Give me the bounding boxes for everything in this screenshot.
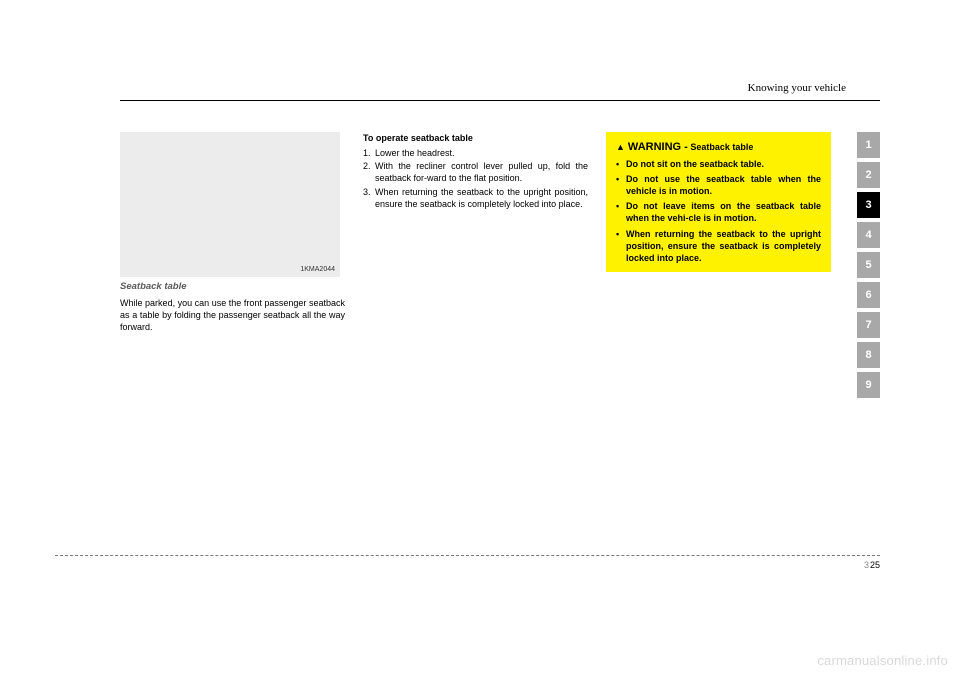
section-tabs: 1 2 3 4 5 6 7 8 9: [857, 132, 880, 402]
tab-8[interactable]: 8: [857, 342, 880, 368]
tab-5[interactable]: 5: [857, 252, 880, 278]
warning-text: When returning the seatback to the uprig…: [626, 228, 821, 264]
warning-icon: ▲: [616, 141, 625, 153]
section-number: 3: [864, 560, 869, 570]
warning-heading: ▲WARNING - Seatback table: [616, 140, 821, 155]
list-item: •Do not leave items on the seatback tabl…: [616, 200, 821, 224]
tab-6[interactable]: 6: [857, 282, 880, 308]
figure-caption: Seatback table: [120, 281, 345, 294]
list-item: •Do not use the seatback table when the …: [616, 173, 821, 197]
tab-7[interactable]: 7: [857, 312, 880, 338]
tab-2[interactable]: 2: [857, 162, 880, 188]
list-item: 3. When returning the seatback to the up…: [363, 186, 588, 210]
warning-text: Do not use the seatback table when the v…: [626, 173, 821, 197]
warning-text: Do not sit on the seatback table.: [626, 158, 821, 170]
warning-subtitle: Seatback table: [690, 142, 753, 152]
footer-rule: [55, 555, 880, 556]
section-title: Knowing your vehicle: [744, 82, 850, 94]
list-text: Lower the headrest.: [375, 147, 588, 159]
bullet-icon: •: [616, 228, 626, 264]
list-text: When returning the seatback to the uprig…: [375, 186, 588, 210]
tab-3[interactable]: 3: [857, 192, 880, 218]
warning-text: Do not leave items on the seatback table…: [626, 200, 821, 224]
list-item: •When returning the seatback to the upri…: [616, 228, 821, 264]
watermark: carmanualsonline.info: [817, 653, 948, 668]
list-item: 2. With the recliner control lever pulle…: [363, 160, 588, 184]
bullet-icon: •: [616, 200, 626, 224]
page-number-value: 25: [870, 560, 880, 570]
list-item: 1. Lower the headrest.: [363, 147, 588, 159]
procedure-list: 1. Lower the headrest. 2. With the recli…: [363, 147, 588, 210]
bullet-icon: •: [616, 173, 626, 197]
bullet-icon: •: [616, 158, 626, 170]
column-2: To operate seatback table 1. Lower the h…: [363, 132, 588, 333]
warning-title: WARNING -: [628, 141, 688, 153]
procedure-heading: To operate seatback table: [363, 132, 588, 144]
tab-4[interactable]: 4: [857, 222, 880, 248]
tab-9[interactable]: 9: [857, 372, 880, 398]
tab-1[interactable]: 1: [857, 132, 880, 158]
list-number: 3.: [363, 186, 375, 210]
column-3: ▲WARNING - Seatback table •Do not sit on…: [606, 132, 831, 333]
header-rule: [120, 100, 880, 101]
list-number: 1.: [363, 147, 375, 159]
body-text: While parked, you can use the front pass…: [120, 297, 345, 333]
column-1: 1KMA2044 Seatback table While parked, yo…: [120, 132, 345, 333]
figure-code: 1KMA2044: [300, 265, 335, 274]
list-item: •Do not sit on the seatback table.: [616, 158, 821, 170]
list-text: With the recliner control lever pulled u…: [375, 160, 588, 184]
page-number: 325: [864, 560, 880, 570]
content-columns: 1KMA2044 Seatback table While parked, yo…: [120, 132, 880, 333]
warning-box: ▲WARNING - Seatback table •Do not sit on…: [606, 132, 831, 272]
warning-list: •Do not sit on the seatback table. •Do n…: [616, 158, 821, 264]
list-number: 2.: [363, 160, 375, 184]
figure-image: 1KMA2044: [120, 132, 340, 277]
